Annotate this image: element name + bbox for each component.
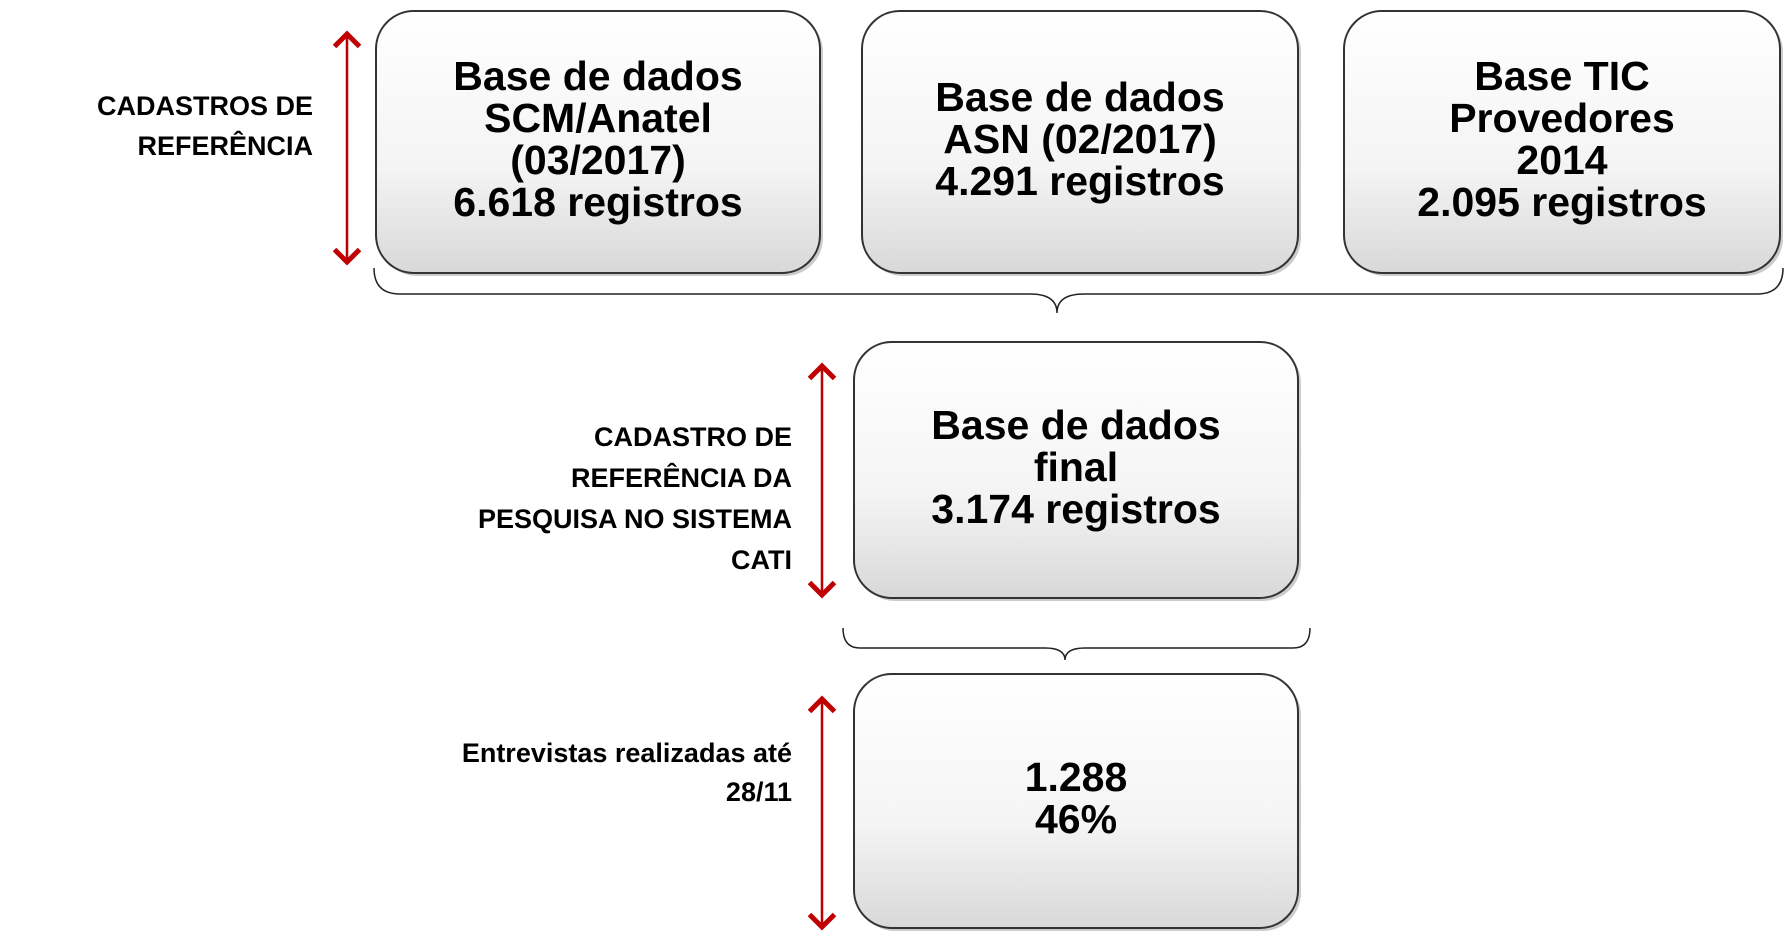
brace <box>842 627 1311 661</box>
box-text: 2.095 registros <box>1417 179 1706 225</box>
box-text: final <box>1034 444 1118 490</box>
box <box>853 341 1299 599</box>
box-text: (03/2017) <box>510 137 686 183</box>
box <box>861 10 1299 274</box>
box-text: Base de dados <box>931 402 1220 448</box>
box <box>1343 10 1781 274</box>
box-text: 3.174 registros <box>931 486 1220 532</box>
row-label: Entrevistas realizadas até <box>462 738 792 768</box>
box-text: ASN (02/2017) <box>943 116 1216 162</box>
row-label: REFERÊNCIA DA <box>571 462 792 493</box>
row-label: 28/11 <box>726 777 792 807</box>
box-text: Provedores <box>1449 95 1675 141</box>
brace <box>373 267 1784 314</box>
box-text: Base TIC <box>1474 53 1649 99</box>
row-label: CADASTRO DE <box>594 422 792 452</box>
row-label: REFERÊNCIA <box>137 130 313 161</box>
box-text: SCM/Anatel <box>484 95 712 141</box>
row-label: CATI <box>731 545 792 575</box>
box-text: 6.618 registros <box>453 179 742 225</box>
box-text: 2014 <box>1516 137 1607 183</box>
box <box>375 10 821 274</box>
box <box>853 673 1299 929</box>
box-text: 4.291 registros <box>935 158 1224 204</box>
row-label: PESQUISA NO SISTEMA <box>478 504 792 534</box>
box-text: Base de dados <box>935 74 1224 120</box>
row-label: CADASTROS DE <box>97 91 313 121</box>
box-text: Base de dados <box>453 53 742 99</box>
box-text: 46% <box>1035 796 1117 842</box>
box-text: 1.288 <box>1025 754 1128 800</box>
